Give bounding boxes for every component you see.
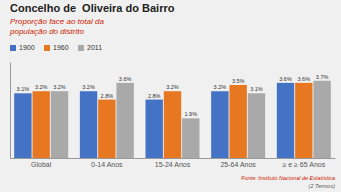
data-label: 3.1% <box>17 86 30 92</box>
legend-label: 2011 <box>87 44 102 51</box>
y-axis <box>10 63 11 159</box>
x-tick-label: 0-14 Anos <box>91 161 123 168</box>
bar <box>248 93 265 158</box>
legend-swatch <box>10 45 16 51</box>
chart: Concelho de Oliveira do Bairro Proporção … <box>0 0 341 192</box>
data-label: 3.6% <box>119 76 132 82</box>
data-label: 3.6% <box>298 76 311 82</box>
title: Concelho de Oliveira do Bairro <box>10 2 175 14</box>
data-label: 1.9% <box>185 111 198 117</box>
bar <box>32 91 49 158</box>
x-tick: 0-14 Anos <box>91 161 123 168</box>
bar <box>51 91 68 158</box>
data-label: 3.2% <box>53 84 66 90</box>
annotation: Fonte: Instituto Nacional de Estatística <box>241 175 335 181</box>
data-label: 3.1% <box>250 86 263 92</box>
data-label: 2.8% <box>101 93 114 99</box>
x-axis: Global 0-14 Anos 15-24 Anos 25-64 Anos ≥ e ≥… <box>11 159 336 168</box>
data-label: 3.2% <box>82 84 95 90</box>
x-tick-label: Global <box>31 161 52 168</box>
y-axis-line <box>10 63 11 159</box>
legend-item: 1960 <box>44 44 69 51</box>
bar <box>295 83 312 158</box>
bar <box>116 83 133 158</box>
x-tick-label: ≥ e ≥ 65 Anos <box>282 161 325 168</box>
bars <box>14 81 331 158</box>
legend-swatch <box>78 45 84 51</box>
bar <box>182 118 199 158</box>
data-label: 3.7% <box>316 74 329 80</box>
bar <box>14 93 31 158</box>
bar <box>229 85 246 158</box>
bar <box>164 91 181 158</box>
annotation: (2 Termos) <box>309 183 336 189</box>
bar <box>146 100 163 158</box>
data-label: 3.5% <box>232 78 245 84</box>
legend-label: 1960 <box>53 44 69 51</box>
data-label: 3.2% <box>214 84 227 90</box>
data-label: 2.8% <box>148 93 161 99</box>
x-tick: 25-64 Anos <box>220 161 256 168</box>
x-tick-label: 25-64 Anos <box>220 161 256 168</box>
bar <box>313 81 330 158</box>
x-tick: ≥ e ≥ 65 Anos <box>282 161 325 168</box>
legend-item: 2011 <box>78 44 102 51</box>
legend-label: 1900 <box>19 44 35 51</box>
x-tick: 15-24 Anos <box>155 161 191 168</box>
subtitle: Proporção face ao total dapopulação do d… <box>9 17 104 36</box>
data-label: 3.2% <box>35 84 48 90</box>
bar <box>98 100 115 158</box>
x-tick-label: 15-24 Anos <box>155 161 191 168</box>
bar <box>211 91 228 158</box>
bar <box>277 83 294 158</box>
data-label: 3.2% <box>166 84 179 90</box>
legend: 1900 1960 2011 <box>10 44 102 51</box>
x-axis-line <box>11 158 336 159</box>
data-labels: 3.1% 3.2% 2.8% 3.2% 3.6% 3.2% 2.8% 3.2% 3.5% 3.6%… <box>17 74 329 118</box>
legend-item: 1900 <box>10 44 35 51</box>
data-label: 3.6% <box>279 76 292 82</box>
legend-swatch <box>44 45 50 51</box>
bar <box>80 91 97 158</box>
x-tick: Global <box>31 161 52 168</box>
